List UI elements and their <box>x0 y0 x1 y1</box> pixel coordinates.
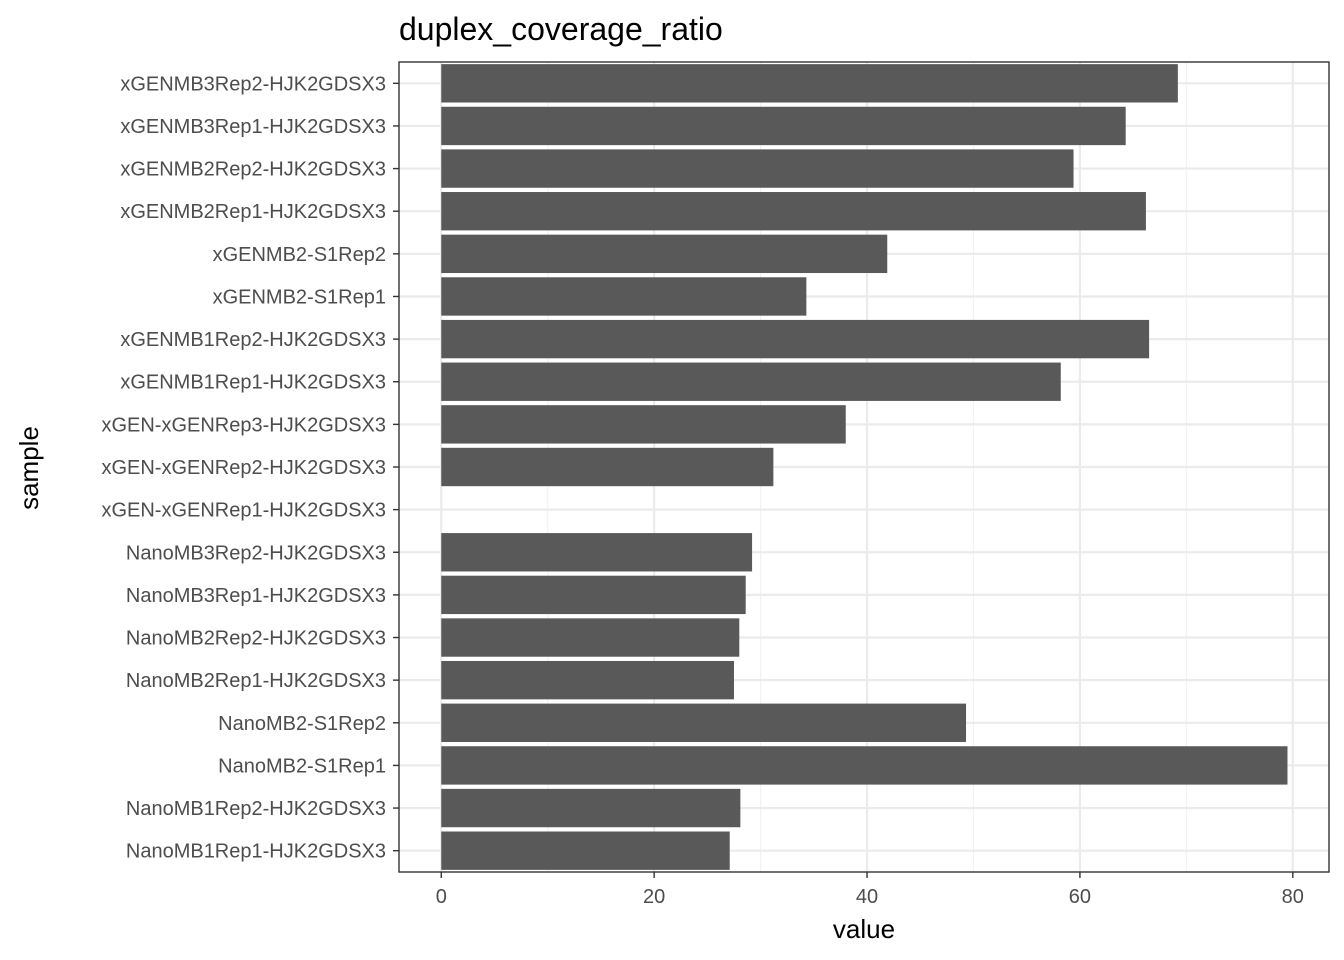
y-tick-label: NanoMB2Rep2-HJK2GDSX3 <box>126 628 386 650</box>
bar <box>441 362 1061 401</box>
y-tick-label: NanoMB3Rep1-HJK2GDSX3 <box>126 585 386 607</box>
y-tick-label: xGENMB2-S1Rep1 <box>213 286 386 308</box>
x-tick-label: 40 <box>856 886 878 908</box>
bar <box>441 788 741 828</box>
bars <box>441 64 1288 870</box>
bar <box>441 660 734 700</box>
y-tick-label: xGEN-xGENRep3-HJK2GDSX3 <box>101 414 386 436</box>
y-tick-label: NanoMB2-S1Rep1 <box>218 755 386 777</box>
bar <box>441 533 753 572</box>
y-tick-label: NanoMB3Rep2-HJK2GDSX3 <box>126 542 386 564</box>
y-tick-label: xGENMB1Rep1-HJK2GDSX3 <box>120 372 386 394</box>
y-tick-label: xGENMB2Rep2-HJK2GDSX3 <box>120 159 386 181</box>
x-tick-label: 60 <box>1069 886 1091 908</box>
bar <box>441 618 740 657</box>
x-tick-label: 20 <box>643 886 665 908</box>
bar <box>441 234 888 274</box>
y-tick-label: xGENMB2Rep1-HJK2GDSX3 <box>120 201 386 223</box>
axes: xGENMB3Rep2-HJK2GDSX3 xGENMB3Rep1-HJK2GDS… <box>101 73 1303 908</box>
x-tick-label: 80 <box>1282 886 1304 908</box>
y-tick-label: NanoMB1Rep1-HJK2GDSX3 <box>126 841 386 863</box>
bar <box>441 192 1146 231</box>
y-tick-label: xGENMB2-S1Rep2 <box>213 244 386 266</box>
y-tick-label: xGENMB3Rep1-HJK2GDSX3 <box>120 116 386 138</box>
bar <box>441 447 774 487</box>
y-tick-label: xGENMB1Rep2-HJK2GDSX3 <box>120 329 386 351</box>
bar <box>441 831 730 870</box>
y-tick-label: xGEN-xGENRep1-HJK2GDSX3 <box>101 500 386 522</box>
y-tick-label: NanoMB2-S1Rep2 <box>218 713 386 735</box>
y-tick-label: NanoMB2Rep1-HJK2GDSX3 <box>126 670 386 692</box>
bar <box>441 405 846 444</box>
bar <box>441 319 1150 359</box>
bar <box>441 64 1178 103</box>
y-tick-label: NanoMB1Rep2-HJK2GDSX3 <box>126 798 386 820</box>
bar <box>441 746 1288 785</box>
x-axis-title: value <box>833 914 895 944</box>
chart-title: duplex_coverage_ratio <box>399 11 723 47</box>
x-tick-label: 0 <box>436 886 447 908</box>
y-axis-title: sample <box>14 426 44 510</box>
y-tick-label: xGEN-xGENRep2-HJK2GDSX3 <box>101 457 386 479</box>
bar <box>441 277 807 316</box>
bar <box>441 106 1126 146</box>
bar <box>441 575 746 615</box>
bar <box>441 703 967 742</box>
y-tick-label: xGENMB3Rep2-HJK2GDSX3 <box>120 73 386 95</box>
bar <box>441 149 1074 188</box>
